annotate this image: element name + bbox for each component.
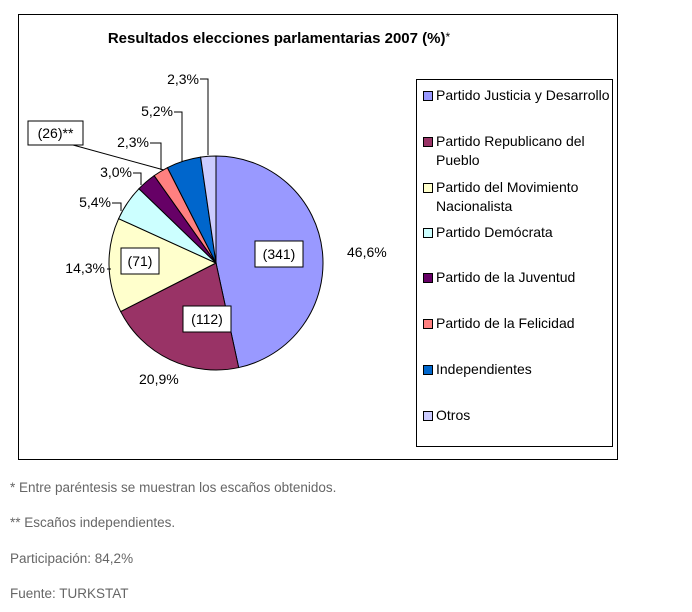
legend-label: Partido de la Juventud [436,269,576,285]
seat-label-independientes: (26)** [38,125,74,141]
leader-line-otros [200,78,209,155]
legend-item-partido-del-movimiento-nacionalista: Partido del Movimiento Nacionalista [423,178,613,216]
value-label-partido-del-movimiento-nacionalista: 14,3% [65,260,105,276]
legend-item-partido-democrata: Partido Demócrata [423,223,613,242]
legend-swatch [423,411,433,421]
legend-swatch [423,273,433,283]
chart-frame: Resultados elecciones parlamentarias 200… [18,14,618,460]
leader-line-partido-democrata [112,202,122,211]
value-label-partido-justicia-y-desarrollo: 46,6% [347,244,387,260]
value-label-otros: 2,3% [167,71,199,87]
legend-label: Otros [436,407,471,423]
footnote-turnout: Participación: 84,2% [10,551,134,566]
legend-item-partido-de-la-juventud: Partido de la Juventud [423,268,613,287]
legend-label: Partido Justicia y Desarrollo [436,87,610,103]
chart-legend: Partido Justicia y Desarrollo Partido Rep… [416,79,613,447]
legend-item-partido-republicano-del-pueblo: Partido Republicano del Pueblo [423,132,613,170]
legend-label: Independientes [436,361,532,377]
seat-label-partido-justicia-y-desarrollo: (341) [263,246,296,262]
seat-label-box-independientes [27,120,84,146]
legend-swatch [423,183,433,193]
pie-slice-otros [200,155,217,264]
chart-title: Resultados elecciones parlamentarias 200… [19,30,539,47]
legend-item-otros: Otros [423,406,613,425]
legend-label: Partido del Movimiento Nacionalista [436,179,579,214]
value-label-partido-democrata: 5,4% [79,194,111,210]
value-label-independientes: 5,2% [141,103,173,119]
seat-label-box-partido-republicano-del-pueblo [182,305,232,333]
pie-slice-partido-republicano-del-pueblo [119,262,240,371]
leader-line-independientes [174,111,183,162]
value-label-partido-de-la-felicidad: 2,3% [117,134,149,150]
legend-swatch [423,137,433,147]
legend-label: Partido Demócrata [436,224,553,240]
pie-chart: 46,6% 20,9% 14,3% 5,4% 3,0% 2,3% 5,2% 2,3% (341)… [27,71,387,387]
legend-item-partido-de-la-felicidad: Partido de la Felicidad [423,314,613,333]
value-label-partido-republicano-del-pueblo: 20,9% [139,371,179,387]
seat-label-partido-republicano-del-pueblo: (112) [191,311,223,327]
seat-label-partido-del-movimiento-nacionalista: (71) [128,253,153,269]
legend-label: Partido Republicano del Pueblo [436,133,585,168]
legend-swatch [423,228,433,238]
legend-item-independientes: Independientes [423,360,613,379]
leader-line-partido-de-la-juventud [133,172,142,185]
value-label-partido-de-la-juventud: 3,0% [100,164,132,180]
legend-swatch [423,91,433,101]
footnote-source: Fuente: TURKSTAT [10,586,129,601]
legend-label: Partido de la Felicidad [436,315,575,331]
seat-leader-line-independientes [72,144,165,171]
legend-item-partido-justicia-y-desarrollo: Partido Justicia y Desarrollo [423,86,613,105]
seat-label-box-partido-del-movimiento-nacionalista [120,247,160,275]
footnote-independents: ** Escaños independientes. [10,515,176,530]
seat-label-box-partido-justicia-y-desarrollo [254,240,304,268]
leader-line-partido-de-la-felicidad [150,142,162,170]
chart-title-footnote-mark: * [445,30,451,44]
legend-swatch [423,365,433,375]
chart-title-text: Resultados elecciones parlamentarias 200… [107,30,446,47]
footnote-seats: * Entre paréntesis se muestran los escañ… [10,480,337,495]
legend-swatch [423,319,433,329]
pie-slice-partido-del-movimiento-nacionalista [108,217,218,313]
